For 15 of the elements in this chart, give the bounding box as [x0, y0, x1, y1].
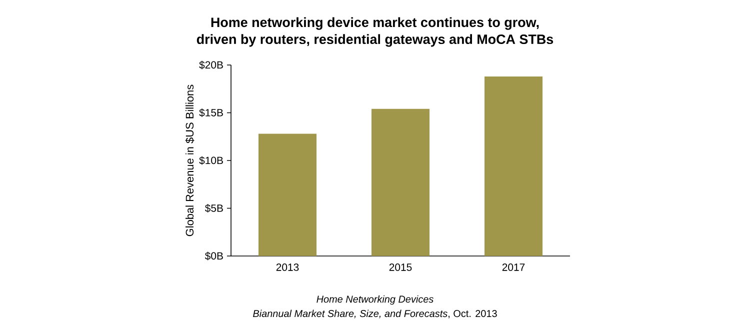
bar: [484, 76, 543, 256]
y-tick-label: $15B: [199, 108, 223, 117]
text: Biannual Market Share, Size, and Forecasts, Oct. 2013: [253, 310, 497, 318]
chart-title: Home networking device market continues to grow, driven by routers, residential gateways and MoCA STBs: [196, 17, 554, 47]
x-tick-label: 2015: [389, 264, 412, 271]
bar: [258, 134, 317, 256]
x-tick-label: 2017: [502, 264, 525, 271]
bar: [372, 108, 430, 256]
x-tick-label: 2013: [276, 264, 299, 271]
text: Home Networking Devices: [316, 295, 434, 305]
y-tick-label: $20B: [199, 60, 223, 70]
y-tick-label: $0B: [204, 252, 223, 260]
y-tick-label: $10B: [199, 156, 223, 165]
y-axis-title: Global Revenue in $US Billions: [185, 84, 194, 236]
y-tick-label: $5B: [204, 204, 223, 212]
